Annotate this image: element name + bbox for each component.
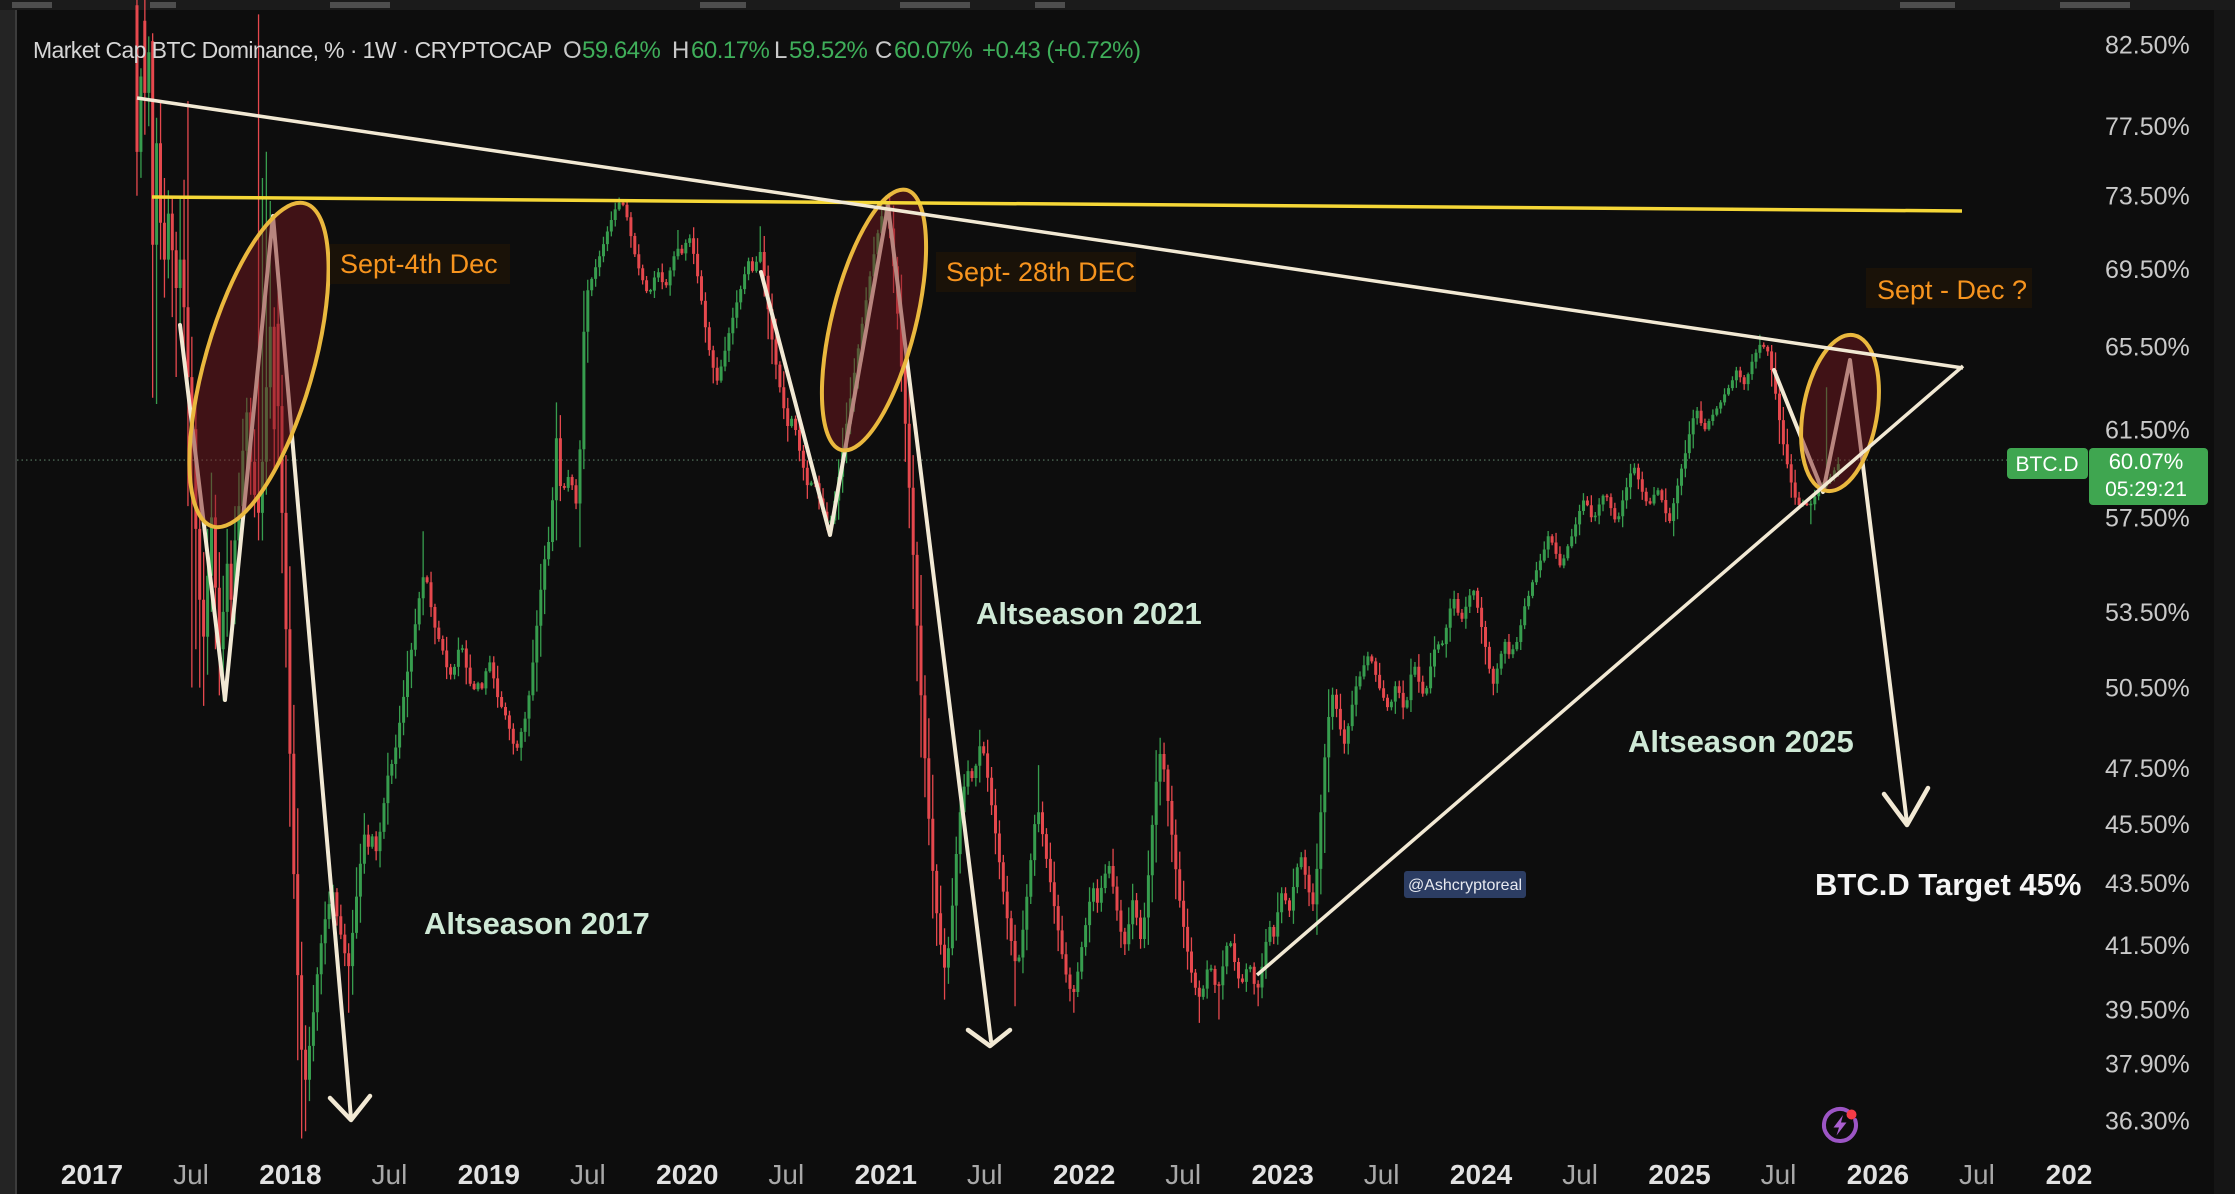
svg-text:39.50%: 39.50% bbox=[2105, 997, 2190, 1025]
svg-text:2022: 2022 bbox=[1053, 1159, 1115, 1190]
svg-text:37.90%: 37.90% bbox=[2105, 1051, 2190, 1079]
svg-text:47.50%: 47.50% bbox=[2105, 755, 2190, 783]
svg-text:60.07%: 60.07% bbox=[2109, 449, 2184, 474]
svg-text:05:29:21: 05:29:21 bbox=[2105, 478, 2187, 501]
svg-text:Jul: Jul bbox=[768, 1159, 804, 1190]
svg-text:82.50%: 82.50% bbox=[2105, 31, 2190, 59]
svg-text:50.50%: 50.50% bbox=[2105, 675, 2190, 703]
svg-text:Sept-4th Dec: Sept-4th Dec bbox=[340, 249, 498, 279]
svg-text:2021: 2021 bbox=[855, 1159, 917, 1190]
svg-text:53.50%: 53.50% bbox=[2105, 599, 2190, 627]
svg-text:202: 202 bbox=[2046, 1159, 2093, 1190]
svg-text:2018: 2018 bbox=[259, 1159, 321, 1190]
svg-text:Jul: Jul bbox=[1761, 1159, 1797, 1190]
svg-text:2025: 2025 bbox=[1648, 1159, 1710, 1190]
svg-text:Jul: Jul bbox=[967, 1159, 1003, 1190]
svg-text:Altseason 2025: Altseason 2025 bbox=[1628, 724, 1854, 759]
svg-text:Jul: Jul bbox=[1562, 1159, 1598, 1190]
svg-text:2017: 2017 bbox=[61, 1159, 123, 1190]
svg-text:O: O bbox=[563, 37, 582, 64]
svg-text:57.50%: 57.50% bbox=[2105, 504, 2190, 532]
svg-text:Jul: Jul bbox=[1165, 1159, 1201, 1190]
svg-text:Jul: Jul bbox=[570, 1159, 606, 1190]
svg-text:Altseason 2021: Altseason 2021 bbox=[976, 596, 1202, 631]
svg-text:73.50%: 73.50% bbox=[2105, 183, 2190, 211]
svg-text:59.64%: 59.64% bbox=[582, 37, 661, 64]
svg-text:2020: 2020 bbox=[656, 1159, 718, 1190]
svg-text:BTC.D Target 45%: BTC.D Target 45% bbox=[1815, 867, 2081, 902]
svg-text:Altseason 2017: Altseason 2017 bbox=[424, 906, 650, 941]
svg-text:36.30%: 36.30% bbox=[2105, 1107, 2190, 1135]
svg-text:77.50%: 77.50% bbox=[2105, 113, 2190, 141]
svg-text:H: H bbox=[672, 37, 689, 64]
svg-text:69.50%: 69.50% bbox=[2105, 256, 2190, 284]
svg-text:61.50%: 61.50% bbox=[2105, 416, 2190, 444]
svg-text:Sept - Dec ?: Sept - Dec ? bbox=[1877, 275, 2027, 305]
svg-text:Jul: Jul bbox=[372, 1159, 408, 1190]
svg-text:2023: 2023 bbox=[1251, 1159, 1313, 1190]
svg-text:60.17%: 60.17% bbox=[691, 37, 770, 64]
svg-text:@Ashcryptoreal: @Ashcryptoreal bbox=[1408, 877, 1522, 894]
svg-text:Jul: Jul bbox=[173, 1159, 209, 1190]
svg-text:65.50%: 65.50% bbox=[2105, 334, 2190, 362]
svg-text:2024: 2024 bbox=[1450, 1159, 1513, 1190]
svg-text:BTC.D: BTC.D bbox=[2016, 453, 2079, 476]
svg-text:Jul: Jul bbox=[1959, 1159, 1995, 1190]
svg-text:+0.43 (+0.72%): +0.43 (+0.72%) bbox=[982, 37, 1140, 64]
svg-text:2026: 2026 bbox=[1847, 1159, 1909, 1190]
svg-text:59.52%: 59.52% bbox=[789, 37, 868, 64]
svg-text:Jul: Jul bbox=[1364, 1159, 1400, 1190]
svg-text:2019: 2019 bbox=[458, 1159, 520, 1190]
svg-text:L: L bbox=[774, 37, 787, 64]
svg-text:43.50%: 43.50% bbox=[2105, 870, 2190, 898]
svg-text:Sept- 28th DEC: Sept- 28th DEC bbox=[946, 257, 1135, 287]
svg-text:41.50%: 41.50% bbox=[2105, 932, 2190, 960]
svg-text:C: C bbox=[875, 37, 892, 64]
svg-text:Market Cap BTC Dominance, % ·: Market Cap BTC Dominance, % · 1W · CRYPT… bbox=[33, 37, 552, 63]
svg-text:45.50%: 45.50% bbox=[2105, 811, 2190, 839]
svg-text:60.07%: 60.07% bbox=[894, 37, 973, 64]
